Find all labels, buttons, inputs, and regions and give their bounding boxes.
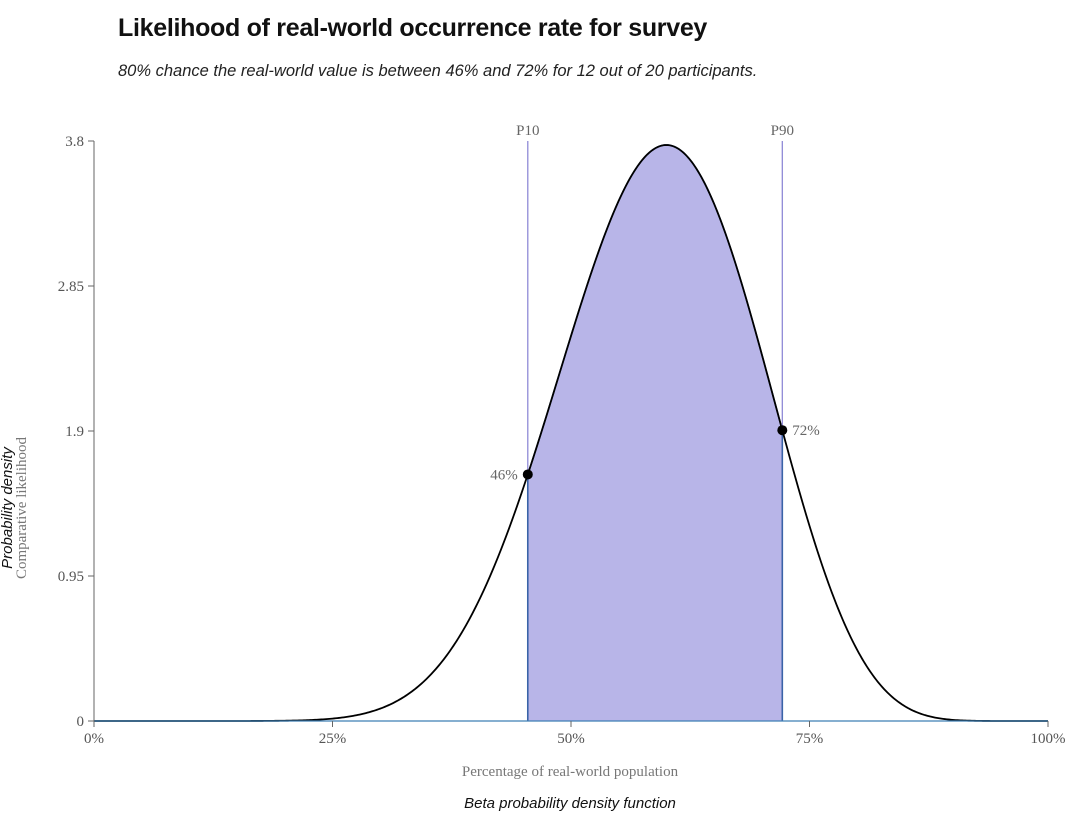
credible-interval-area [527, 145, 783, 721]
y-tick-label: 1.9 [65, 424, 84, 440]
x-tick-label: 0% [84, 731, 104, 747]
x-axis-label: Percentage of real-world population [462, 764, 679, 780]
chart-title: Likelihood of real-world occurrence rate… [118, 14, 708, 42]
y-axis-label: Comparative likelihood [14, 436, 30, 579]
marker-point-p10 [522, 469, 533, 480]
y-tick-label: 0 [77, 714, 85, 730]
marker-name-p10: P10 [516, 123, 539, 139]
marker-point-p90 [777, 425, 788, 436]
y-tick-label: 0.95 [58, 569, 84, 585]
y-axis-secondary-label: Probability density [0, 446, 16, 569]
x-tick-label: 25% [319, 731, 347, 747]
x-tick-label: 75% [796, 731, 824, 747]
x-tick-label: 50% [557, 731, 585, 747]
x-tick-label: 100% [1031, 731, 1066, 747]
y-tick-label: 2.85 [58, 279, 84, 295]
marker-value-label-p90: 72% [792, 423, 820, 439]
y-tick-label: 3.8 [65, 134, 84, 150]
marker-value-label-p10: 46% [490, 467, 518, 483]
marker-name-p90: P90 [771, 123, 794, 139]
chart-footer-label: Beta probability density function [464, 795, 676, 812]
chart-subtitle: 80% chance the real-world value is betwe… [118, 62, 758, 80]
